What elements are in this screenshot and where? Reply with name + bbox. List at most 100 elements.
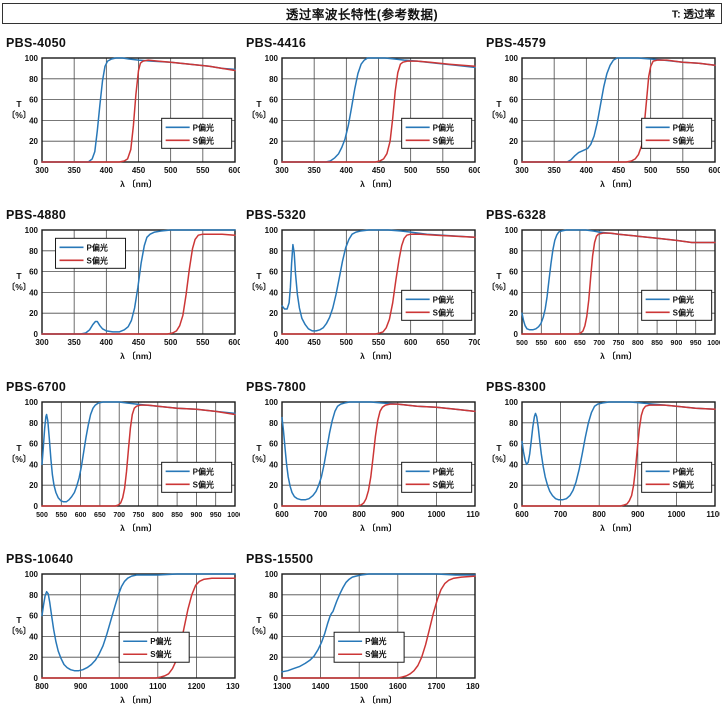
- legend-p-entry: P偏光: [673, 466, 694, 476]
- x-tick-label: 600: [708, 166, 720, 175]
- y-tick-label: 100: [265, 226, 279, 235]
- x-tick-label: 600: [75, 512, 87, 519]
- chart-cell: PBS-7800 600 700 800 900 1000 1100 0 20 40 60 80 100…: [242, 372, 484, 544]
- y-tick-label: 100: [505, 54, 519, 63]
- y-tick-label: 20: [509, 137, 518, 146]
- x-tick-label: 650: [94, 512, 106, 519]
- x-tick-label: 850: [171, 512, 183, 519]
- chart-cell: PBS-4579 300 350 400 450 500 550 600 0 20 40 60 80 10…: [482, 28, 722, 200]
- y-axis-label: T: [16, 615, 22, 625]
- legend-p-entry: P偏光: [365, 636, 386, 646]
- x-tick-label: 600: [228, 166, 240, 175]
- chart-cell: PBS-4880 300 350 400 450 500 550 600 0 20 40 60 80 10…: [2, 200, 242, 372]
- y-axis-label: 〔%〕: [7, 110, 32, 120]
- x-tick-label: 600: [555, 340, 567, 347]
- legend-s-entry: S偏光: [673, 307, 694, 317]
- y-tick-label: 60: [269, 96, 278, 105]
- y-tick-label: 100: [265, 570, 279, 579]
- y-tick-label: 0: [274, 330, 279, 339]
- x-tick-label: 750: [133, 512, 145, 519]
- x-tick-label: 900: [191, 512, 203, 519]
- x-tick-label: 550: [535, 340, 547, 347]
- y-tick-label: 20: [269, 481, 278, 490]
- x-tick-label: 450: [132, 338, 146, 347]
- y-tick-label: 40: [509, 288, 518, 297]
- x-tick-label: 500: [404, 166, 418, 175]
- y-tick-label: 0: [34, 674, 39, 683]
- y-axis-label: 〔%〕: [487, 454, 512, 464]
- y-tick-label: 20: [29, 653, 38, 662]
- x-tick-label: 350: [307, 166, 321, 175]
- p-polarization-curve: [281, 401, 476, 501]
- y-axis-label: T: [256, 99, 262, 109]
- legend: P偏光 S偏光: [333, 631, 405, 663]
- x-tick-label: 550: [196, 166, 210, 175]
- y-tick-label: 0: [514, 158, 519, 167]
- x-tick-label: 350: [67, 338, 81, 347]
- x-tick-label: 700: [554, 510, 568, 519]
- page-title: 透过率波长特性(参考数据): [285, 8, 439, 22]
- y-tick-label: 20: [509, 309, 518, 318]
- legend-box: [641, 117, 713, 149]
- chart-title: PBS-7800: [246, 380, 307, 394]
- legend-box: [333, 631, 405, 663]
- x-tick-label: 1300: [273, 682, 291, 691]
- legend-box: [401, 289, 473, 321]
- y-tick-label: 40: [269, 116, 278, 125]
- x-tick-label: 950: [210, 512, 222, 519]
- x-tick-label: 1500: [350, 682, 368, 691]
- x-tick-label: 300: [515, 166, 529, 175]
- legend: P偏光 S偏光: [161, 117, 233, 149]
- legend-box: [641, 289, 713, 321]
- x-tick-label: 400: [340, 166, 354, 175]
- y-tick-label: 100: [265, 398, 279, 407]
- chart-title: PBS-4050: [6, 36, 67, 50]
- p-polarization-curve: [521, 401, 716, 501]
- chart-title: PBS-6700: [6, 380, 67, 394]
- x-axis-label: λ 〔nm〕: [360, 179, 397, 189]
- y-axis-label: 〔%〕: [247, 282, 272, 292]
- y-tick-label: 80: [509, 419, 518, 428]
- y-tick-label: 60: [509, 268, 518, 277]
- y-tick-label: 60: [269, 268, 278, 277]
- x-tick-label: 600: [515, 510, 529, 519]
- y-axis-label: 〔%〕: [7, 454, 32, 464]
- chart-cell: PBS-4050 300 350 400 450 500 550 600 0 20 40 60 80 10…: [2, 28, 242, 200]
- legend: P偏光 S偏光: [161, 461, 233, 493]
- y-tick-label: 100: [505, 398, 519, 407]
- x-tick-label: 300: [275, 166, 289, 175]
- x-tick-label: 550: [196, 338, 210, 347]
- y-tick-label: 100: [25, 570, 39, 579]
- y-tick-label: 100: [265, 54, 279, 63]
- chart-cell: PBS-8300 600 700 800 900 1000 1100 0 20 40 60 80 100…: [482, 372, 724, 544]
- y-tick-label: 40: [509, 116, 518, 125]
- x-tick-label: 400: [580, 166, 594, 175]
- legend-box: [118, 631, 190, 663]
- s-polarization-curve: [521, 404, 716, 507]
- x-tick-label: 900: [671, 340, 683, 347]
- header-bar: 透过率波长特性(参考数据) T: 透过率: [2, 3, 722, 24]
- chart-title: PBS-6328: [486, 208, 547, 222]
- legend: P偏光 S偏光: [641, 461, 713, 493]
- legend-p-entry: P偏光: [433, 122, 454, 132]
- x-tick-label: 550: [676, 166, 690, 175]
- x-tick-label: 300: [35, 338, 49, 347]
- legend-box: [401, 461, 473, 493]
- y-tick-label: 20: [29, 309, 38, 318]
- y-tick-label: 40: [269, 460, 278, 469]
- y-tick-label: 80: [269, 591, 278, 600]
- x-tick-label: 500: [36, 512, 48, 519]
- x-tick-label: 450: [372, 166, 386, 175]
- legend-p-entry: P偏光: [193, 122, 214, 132]
- chart-plot: 600 700 800 900 1000 1100 0 20 40 60 80 100 λ 〔nm〕 T〔…: [487, 398, 724, 533]
- chart-plot: 300 350 400 450 500 550 600 0 20 40 60 80 100 λ 〔nm〕 T…: [7, 54, 243, 189]
- s-polarization-curve: [281, 233, 476, 335]
- y-tick-label: 20: [29, 481, 38, 490]
- s-polarization-curve: [281, 60, 476, 163]
- chart-title: PBS-4579: [486, 36, 547, 50]
- s-polarization-curve: [41, 59, 236, 163]
- y-tick-label: 40: [29, 632, 38, 641]
- chart-plot: 500 550 600 650 700 750 800 850 900 950 1000 0 20 40 6…: [487, 226, 723, 361]
